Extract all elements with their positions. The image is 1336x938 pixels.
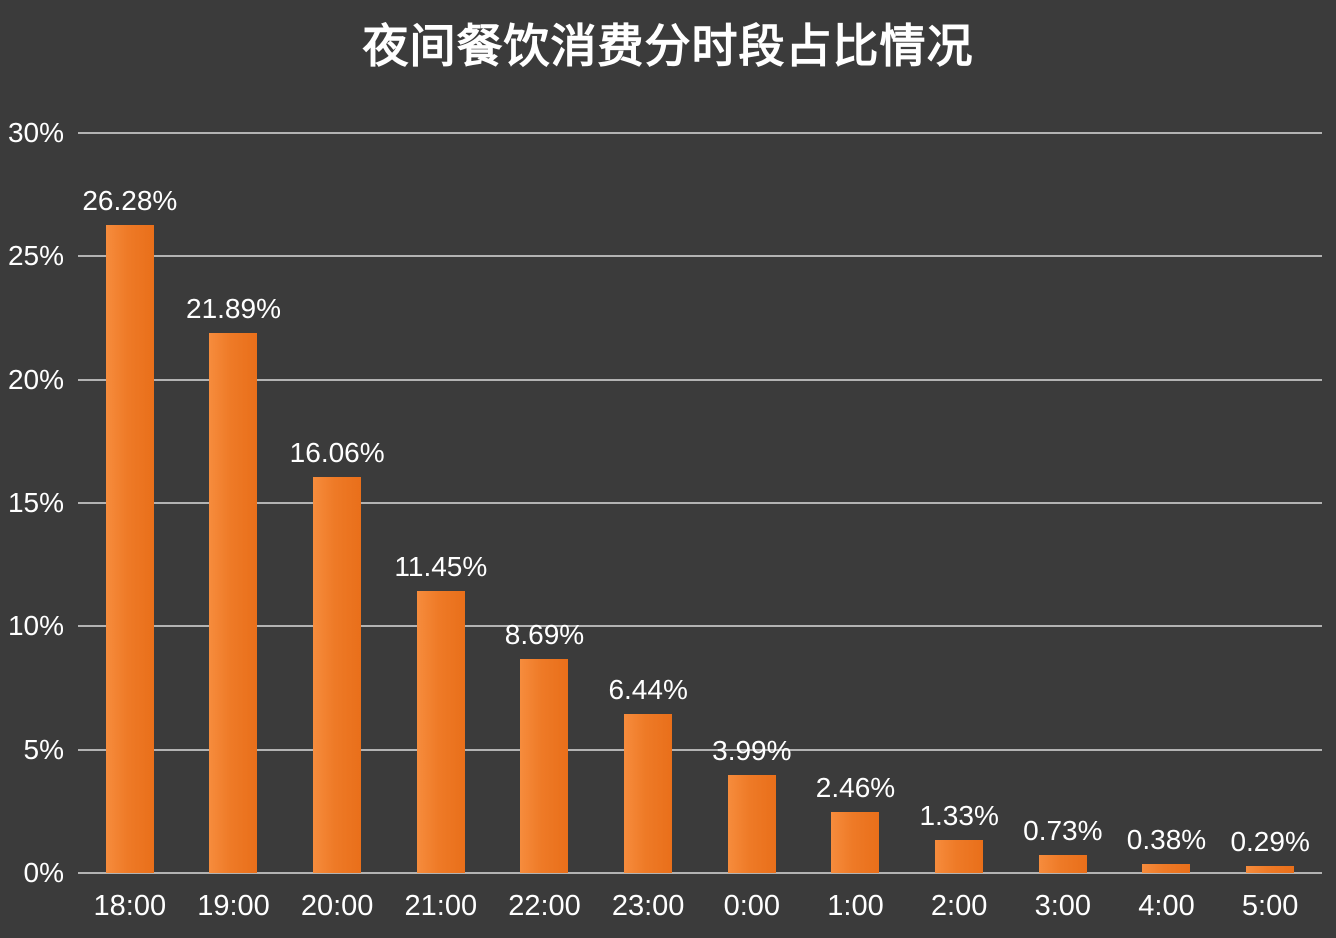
bar: [416, 590, 465, 873]
bar-slot: 0.73% 3:00: [1011, 133, 1115, 921]
bar-value-label: 21.89%: [186, 293, 281, 325]
plot-area: 26.28% 18:00 21.89% 19:00 16.06% 20:00 11.45% 2…: [78, 132, 1322, 921]
gridline: [78, 502, 1322, 504]
bar-value-label: 6.44%: [608, 674, 688, 706]
bar: [624, 714, 673, 873]
x-tick-label: 2:00: [930, 890, 988, 922]
x-tick-label: 23:00: [611, 890, 685, 922]
x-tick-label: 22:00: [508, 890, 581, 922]
bar: [727, 774, 776, 873]
gridline: [78, 625, 1322, 628]
y-tick-label: 25%: [7, 240, 64, 272]
bar: [313, 476, 362, 873]
bar-value-label: 0.73%: [1023, 815, 1103, 846]
bar: [209, 333, 258, 873]
x-tick-label: 20:00: [300, 890, 374, 922]
bar-value-label: 0.38%: [1126, 823, 1207, 855]
bar-slot: 0.38% 4:00: [1115, 133, 1219, 920]
bar-value-label: 3.99%: [712, 734, 792, 766]
y-tick-label: 20%: [7, 363, 64, 395]
bar-value-label: 0.29%: [1230, 825, 1310, 857]
bar: [1038, 855, 1087, 873]
bar-value-label: 11.45%: [394, 550, 488, 582]
bar: [1142, 863, 1191, 873]
x-tick-label: 0:00: [723, 890, 781, 922]
bar-slot: 1.33% 2:00: [907, 133, 1011, 921]
y-tick-label: 0%: [23, 857, 64, 888]
bar: [520, 658, 569, 873]
bar-slot: 26.28% 18:00: [78, 133, 182, 920]
bar-slot: 6.44% 23:00: [596, 133, 700, 921]
y-tick-label: 15%: [7, 487, 64, 518]
bar-value-label: 2.46%: [815, 772, 896, 804]
y-tick-label: 5%: [23, 733, 64, 765]
bar-slot: 3.99% 0:00: [700, 133, 804, 920]
x-tick-label: 4:00: [1138, 890, 1195, 922]
x-tick-label: 21:00: [404, 890, 478, 922]
y-axis: 0% 5% 10% 15% 20% 25% 30%: [0, 119, 66, 887]
bar-slot: 11.45% 21:00: [389, 133, 493, 920]
bar-slot: 16.06% 20:00: [285, 133, 389, 920]
gridline: [78, 872, 1322, 874]
x-tick-label: 3:00: [1034, 890, 1092, 922]
bar-value-label: 16.06%: [289, 436, 385, 468]
bar-slot: 2.46% 1:00: [804, 133, 908, 921]
bar: [1246, 865, 1295, 873]
bar-value-label: 8.69%: [504, 618, 585, 650]
x-tick-label: 5:00: [1241, 890, 1299, 922]
x-tick-label: 19:00: [197, 890, 270, 922]
bar-slot: 8.69% 22:00: [493, 133, 597, 920]
bar-value-label: 1.33%: [919, 800, 999, 832]
bar-value-label: 26.28%: [82, 184, 178, 216]
bar: [935, 840, 984, 873]
bar-slot: 0.29% 5:00: [1218, 133, 1322, 920]
gridline: [78, 132, 1322, 134]
y-tick-label: 10%: [7, 610, 64, 642]
x-tick-label: 18:00: [93, 890, 167, 922]
bar-slot: 21.89% 19:00: [182, 133, 286, 921]
chart-title: 夜间餐饮消费分时段占比情况: [362, 20, 974, 72]
gridline: [78, 748, 1322, 751]
gridline: [78, 255, 1322, 258]
gridline: [78, 378, 1322, 381]
x-tick-label: 1:00: [827, 890, 884, 922]
bar: [831, 812, 880, 873]
bar: [105, 224, 154, 873]
y-tick-label: 30%: [7, 117, 64, 148]
